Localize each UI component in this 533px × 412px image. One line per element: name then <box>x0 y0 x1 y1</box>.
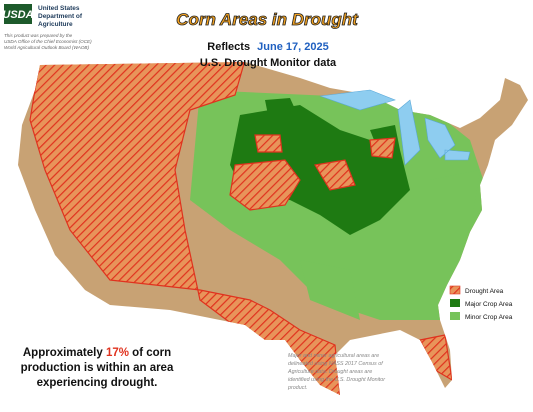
agency-line: Department of <box>38 13 83 20</box>
credit-line: This product was prepared by the <box>4 33 73 38</box>
agency-line: United States <box>38 5 80 12</box>
legend-label: Major Crop Area <box>465 301 513 308</box>
summary-line: production is within an area <box>21 362 174 374</box>
summary-text: of corn <box>129 347 171 359</box>
logo-mark <box>4 4 32 24</box>
footnote-line: delineated using NASS 2017 Census of <box>288 361 383 367</box>
legend-label: Drought Area <box>465 288 504 295</box>
legend-swatch <box>450 312 460 320</box>
date: June 17, 2025 <box>257 41 329 53</box>
summary-line: Approximately 17% of corn <box>23 347 171 359</box>
great-lakes <box>319 89 471 166</box>
drought-share: 17% <box>106 347 129 359</box>
drought-area <box>229 134 453 382</box>
reflects-label: Reflects <box>207 41 250 53</box>
logo-text: USDA <box>2 9 33 21</box>
date-line: Reflects June 17, 2025 <box>207 41 328 53</box>
legend-swatch <box>449 285 461 295</box>
agency-line: Agriculture <box>38 21 73 28</box>
footnote-line: product. <box>287 385 307 391</box>
footnote-line: Major and minor agricultural areas are <box>288 353 379 359</box>
summary-line: experiencing drought. <box>37 377 158 389</box>
credit-line: World Agricultural Outlook Board (WAOB) <box>4 45 89 50</box>
source: U.S. Drought Monitor data <box>200 57 337 69</box>
summary-text: Approximately <box>23 347 106 359</box>
footnote-line: Agriculture data. Drought areas are <box>287 369 372 375</box>
footnote-line: identified using the U.S. Drought Monito… <box>288 377 385 383</box>
credit-line: USDA Office of the Chief Economist (OCE) <box>4 39 92 44</box>
title: Corn Areas in Drought <box>176 10 359 29</box>
drought-area <box>29 62 341 395</box>
legend-label: Minor Crop Area <box>465 314 513 321</box>
legend-swatch <box>450 299 460 307</box>
